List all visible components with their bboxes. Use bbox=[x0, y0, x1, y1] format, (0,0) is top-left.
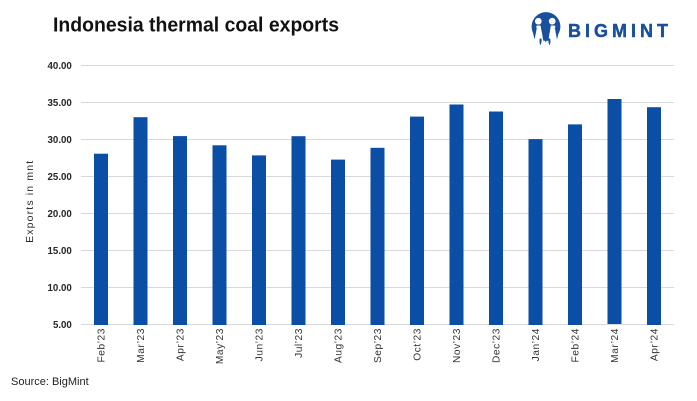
svg-text:Apr’24: Apr’24 bbox=[649, 328, 660, 361]
svg-text:30.00: 30.00 bbox=[48, 135, 72, 146]
svg-text:35.00: 35.00 bbox=[48, 98, 72, 109]
svg-text:Feb’23: Feb’23 bbox=[96, 328, 107, 362]
svg-text:Indonesia thermal coal exports: Indonesia thermal coal exports bbox=[53, 14, 339, 37]
svg-text:Apr’23: Apr’23 bbox=[175, 328, 186, 361]
svg-text:Dec’23: Dec’23 bbox=[491, 328, 502, 363]
svg-text:May’23: May’23 bbox=[215, 328, 226, 364]
svg-text:15.00: 15.00 bbox=[48, 246, 72, 257]
svg-text:5.00: 5.00 bbox=[53, 320, 72, 331]
svg-text:Aug’23: Aug’23 bbox=[333, 328, 344, 363]
svg-text:Sep’23: Sep’23 bbox=[373, 328, 384, 363]
svg-text:40.00: 40.00 bbox=[48, 61, 72, 72]
svg-text:20.00: 20.00 bbox=[48, 209, 72, 220]
svg-text:Feb’24: Feb’24 bbox=[570, 328, 581, 362]
svg-text:Nov’23: Nov’23 bbox=[452, 328, 463, 363]
svg-text:Oct’23: Oct’23 bbox=[412, 328, 423, 361]
svg-text:10.00: 10.00 bbox=[48, 283, 72, 294]
svg-text:BIGMINT: BIGMINT bbox=[568, 21, 668, 41]
svg-text:Source: BigMint: Source: BigMint bbox=[11, 376, 89, 388]
svg-text:Jun’23: Jun’23 bbox=[254, 328, 265, 361]
svg-text:Jan’24: Jan’24 bbox=[531, 328, 542, 361]
svg-text:Exports in mnt: Exports in mnt bbox=[24, 160, 36, 243]
svg-text:25.00: 25.00 bbox=[48, 172, 72, 183]
svg-text:Mar’24: Mar’24 bbox=[610, 328, 621, 363]
svg-text:Jul’23: Jul’23 bbox=[294, 328, 305, 358]
svg-text:Mar’23: Mar’23 bbox=[136, 328, 147, 363]
